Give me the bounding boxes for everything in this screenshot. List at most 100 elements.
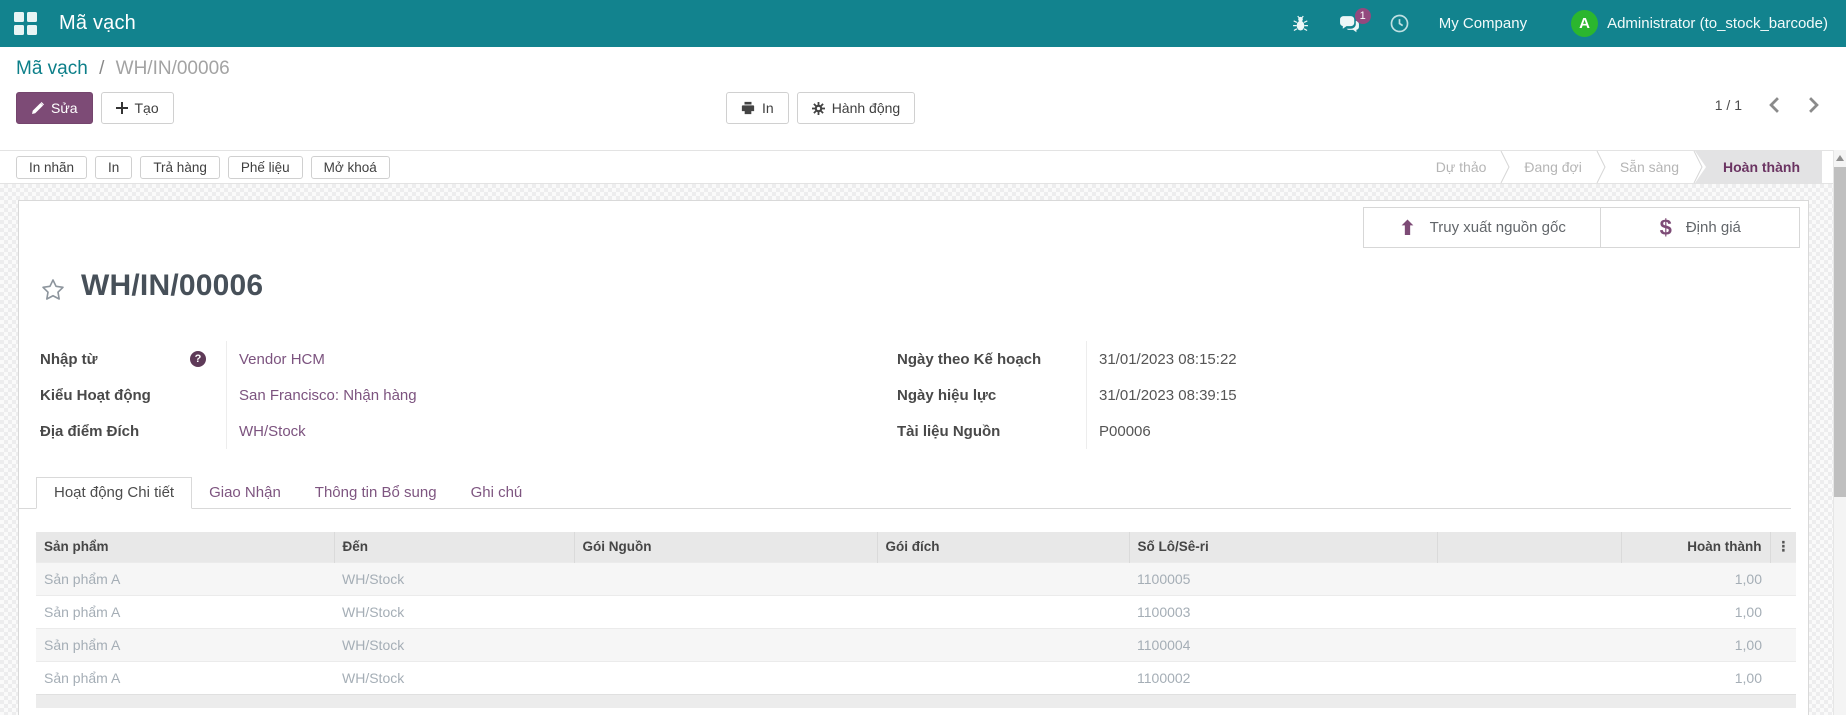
scheduled-date-value: 31/01/2023 08:15:22 [1086, 341, 1808, 377]
field-scheduled-date: Ngày theo Kế hoạch 31/01/2023 08:15:22 [897, 341, 1808, 377]
operation-type-link[interactable]: San Francisco: Nhận hàng [239, 386, 417, 404]
dest-location-link[interactable]: WH/Stock [239, 422, 306, 440]
status-step-done[interactable]: Hoàn thành [1695, 151, 1822, 183]
pager-value: 1 / 1 [1714, 97, 1742, 113]
field-label: Địa điểm Đích [40, 422, 140, 440]
col-empty [1436, 532, 1621, 562]
status-step-separator [1500, 150, 1510, 184]
record-title-row: WH/IN/00006 [40, 269, 1808, 303]
scrap-button[interactable]: Phế liệu [227, 155, 303, 179]
tab-deliveries[interactable]: Giao Nhận [209, 484, 281, 501]
table-row[interactable]: Sản phẩm A WH/Stock 1100005 1,00 [36, 561, 1796, 595]
fields-right-column: Ngày theo Kế hoạch 31/01/2023 08:15:22 N… [897, 341, 1808, 449]
col-to[interactable]: Đến [333, 532, 574, 562]
favorite-star-icon[interactable] [40, 277, 66, 303]
breadcrumb-separator: / [99, 58, 105, 79]
tab-note[interactable]: Ghi chú [470, 484, 523, 501]
print-button-small[interactable]: In [95, 155, 133, 179]
dollar-icon: $ [1659, 214, 1672, 240]
traceability-smart-button[interactable]: Truy xuất nguồn gốc [1364, 208, 1600, 247]
valuation-smart-button[interactable]: $ Định giá [1600, 208, 1799, 247]
company-switcher[interactable]: My Company [1439, 15, 1527, 32]
table-header-row: Sản phẩm Đến Gói Nguồn Gói đích Số Lô/Sê… [36, 532, 1796, 562]
control-panel-buttons: Sửa Tạo In [16, 92, 1830, 132]
col-source-package[interactable]: Gói Nguồn [573, 532, 877, 562]
col-dest-package[interactable]: Gói đích [876, 532, 1129, 562]
breadcrumb-parent[interactable]: Mã vạch [16, 58, 88, 79]
notebook-tabs: Hoạt động Chi tiết Giao Nhận Thông tin B… [19, 476, 1791, 509]
comments-icon [1339, 15, 1359, 32]
printer-icon [741, 101, 755, 115]
apps-menu-icon[interactable] [14, 12, 37, 35]
record-title: WH/IN/00006 [81, 269, 264, 302]
systray: 1 My Company A Administrator (to_stock_b… [1262, 7, 1828, 37]
return-button[interactable]: Trả hàng [140, 155, 220, 179]
status-step-separator [1693, 150, 1703, 184]
status-step-waiting[interactable]: Đang đợi [1524, 159, 1582, 175]
print-labels-button[interactable]: In nhãn [16, 155, 88, 179]
field-label: Nhập từ [40, 350, 98, 368]
action-buttons-group: In Hành động [726, 92, 916, 124]
field-source-document: Tài liệu Nguồn P00006 [897, 413, 1808, 449]
table-footer-row [36, 693, 1796, 708]
tab-additional-info[interactable]: Thông tin Bổ sung [314, 484, 437, 501]
status-step-draft[interactable]: Dự thảo [1435, 159, 1487, 175]
bug-icon [1292, 15, 1308, 32]
user-name: Administrator (to_stock_barcode) [1607, 15, 1828, 32]
company-name: My Company [1438, 15, 1528, 32]
user-avatar: A [1571, 10, 1599, 37]
field-label: Ngày hiệu lực [897, 386, 997, 404]
unlock-button[interactable]: Mở khoá [310, 155, 390, 179]
move-lines-table: Sản phẩm Đến Gói Nguồn Gói đích Số Lô/Sê… [36, 532, 1796, 708]
fields-left-column: Nhập từ ? Vendor HCM Kiểu Hoạt động San … [19, 341, 897, 449]
pencil-icon [32, 101, 44, 114]
col-lot-serial[interactable]: Số Lô/Sê-ri [1128, 532, 1437, 562]
activities-menu[interactable] [1390, 14, 1409, 33]
print-button[interactable]: In [726, 92, 789, 124]
statusbar-buttons: In nhãn In Trả hàng Phế liệu Mở khoá [16, 155, 390, 179]
edit-button[interactable]: Sửa [16, 92, 93, 124]
pager: 1 / 1 [1715, 97, 1820, 113]
vertical-scrollbar[interactable] [1833, 150, 1846, 715]
field-label: Kiểu Hoạt động [40, 386, 151, 404]
help-question-icon: ? [190, 351, 206, 367]
action-button[interactable]: Hành động [796, 92, 916, 124]
clock-icon [1390, 14, 1409, 33]
user-menu[interactable]: A Administrator (to_stock_barcode) [1571, 10, 1828, 37]
scrollbar-thumb[interactable] [1834, 167, 1846, 497]
col-done[interactable]: Hoàn thành [1620, 532, 1770, 562]
breadcrumb: Mã vạch / WH/IN/00006 [16, 58, 1830, 80]
field-dest-location: Địa điểm Đích WH/Stock [40, 413, 897, 449]
top-navbar: Mã vạch 1 My Company A [0, 0, 1846, 47]
create-button[interactable]: Tạo [100, 92, 174, 124]
pager-next-icon[interactable] [1807, 97, 1820, 113]
message-count-badge: 1 [1354, 7, 1371, 24]
smart-button-box: Truy xuất nguồn gốc $ Định giá [1363, 207, 1800, 248]
arrow-up-icon [1401, 219, 1413, 235]
debug-bug-icon[interactable] [1292, 15, 1309, 32]
breadcrumb-current: WH/IN/00006 [115, 58, 230, 79]
tab-detailed-operations[interactable]: Hoạt động Chi tiết [36, 477, 193, 509]
control-panel: Mã vạch / WH/IN/00006 Sửa Tạo In [0, 47, 1846, 150]
table-row[interactable]: Sản phẩm A WH/Stock 1100004 1,00 [36, 627, 1796, 661]
receive-from-link[interactable]: Vendor HCM [239, 350, 325, 368]
app-title[interactable]: Mã vạch [59, 12, 136, 34]
effective-date-value: 31/01/2023 08:39:15 [1086, 377, 1808, 413]
plus-icon [115, 102, 128, 114]
pager-previous-icon[interactable] [1768, 97, 1781, 113]
col-product[interactable]: Sản phẩm [36, 532, 334, 562]
status-step-ready[interactable]: Sẵn sàng [1619, 159, 1679, 175]
form-fields: Nhập từ ? Vendor HCM Kiểu Hoạt động San … [19, 341, 1808, 449]
status-steps: Dự thảo Đang đợi Sẵn sàng Hoàn thành [1422, 150, 1822, 184]
field-effective-date: Ngày hiệu lực 31/01/2023 08:39:15 [897, 377, 1808, 413]
table-row[interactable]: Sản phẩm A WH/Stock 1100002 1,00 [36, 660, 1796, 694]
scrollbar-up-arrow-icon[interactable] [1836, 155, 1844, 161]
form-sheet: Truy xuất nguồn gốc $ Định giá WH/IN/000… [18, 200, 1809, 715]
statusbar: In nhãn In Trả hàng Phế liệu Mở khoá Dự … [0, 150, 1846, 184]
table-row[interactable]: Sản phẩm A WH/Stock 1100003 1,00 [36, 594, 1796, 628]
messages-menu[interactable]: 1 [1339, 7, 1371, 33]
field-label: Tài liệu Nguồn [897, 422, 1001, 440]
source-document-value: P00006 [1086, 413, 1808, 449]
form-view-background: Truy xuất nguồn gốc $ Định giá WH/IN/000… [0, 184, 1846, 715]
column-options-icon[interactable]: ⋮ [1769, 532, 1796, 562]
